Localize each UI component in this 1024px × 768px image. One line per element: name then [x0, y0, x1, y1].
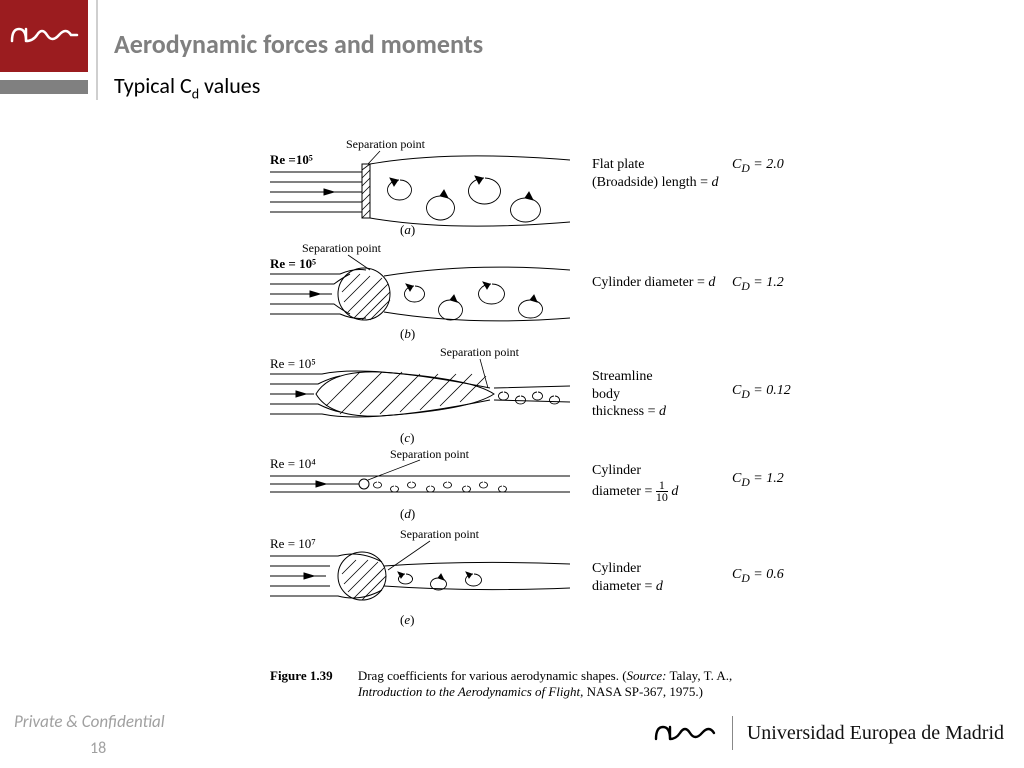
panel-d: Separation point Re = 10⁴ (d) Cylinderdi…	[270, 448, 790, 520]
panel-letter-d: (d)	[400, 506, 415, 522]
svg-text:Re = 10⁵: Re = 10⁵	[270, 256, 316, 271]
svg-text:Re = 10⁴: Re = 10⁴	[270, 456, 316, 471]
svg-text:Re = 10⁷: Re = 10⁷	[270, 536, 316, 551]
subtitle-pre: Typical C	[114, 72, 192, 99]
diagram-e: Separation point Re = 10⁷	[270, 526, 570, 624]
logo-underline	[0, 80, 88, 94]
desc-a: Flat plate(Broadside) length = d CD = 2.…	[592, 156, 792, 191]
panel-c: Separation point Re = 10⁵ (c) Streamline…	[270, 344, 790, 442]
page-number: 18	[90, 739, 106, 758]
panel-a: Separation point Re =10⁵	[270, 136, 790, 234]
panel-letter-e: (e)	[400, 612, 414, 628]
svg-text:Separation point: Separation point	[440, 345, 520, 359]
figure-caption: Figure 1.39 Drag coefficients for variou…	[270, 668, 790, 701]
desc-d: Cylinderdiameter = 110 d CD = 1.2	[592, 462, 792, 503]
figure-caption-text: Drag coefficients for various aerodynami…	[358, 668, 758, 701]
svg-text:Re = 10⁵: Re = 10⁵	[270, 356, 316, 371]
svg-text:Separation point: Separation point	[400, 527, 480, 541]
diagram-d: Separation point Re = 10⁴	[270, 448, 570, 520]
slide-subtitle: Typical Cd values	[114, 72, 260, 102]
university-name: Universidad Europea de Madrid	[747, 722, 1004, 745]
footer-branding: Universidad Europea de Madrid	[652, 716, 1004, 750]
desc-c: Streamlinebodythickness = d CD = 0.12	[592, 368, 792, 421]
slide-title: Aerodynamic forces and moments	[114, 28, 483, 60]
figure-area: Separation point Re =10⁵	[270, 136, 790, 630]
diagram-b: Separation point Re = 10⁵	[270, 240, 570, 338]
subtitle-post: values	[199, 72, 260, 99]
panel-e: Separation point Re = 10⁷ (e) Cylind	[270, 526, 790, 624]
header-divider	[96, 0, 98, 100]
desc-e: Cylinderdiameter = d CD = 0.6	[592, 560, 792, 595]
svg-text:Separation point: Separation point	[302, 241, 382, 255]
footer-logo-icon	[652, 719, 718, 747]
brand-logo	[0, 0, 88, 72]
panel-letter-b: (b)	[400, 326, 415, 342]
svg-text:Separation point: Separation point	[346, 137, 426, 151]
desc-b: Cylinder diameter = d CD = 1.2	[592, 274, 792, 292]
panel-letter-a: (a)	[400, 222, 415, 238]
diagram-a: Separation point Re =10⁵	[270, 136, 570, 234]
svg-text:Separation point: Separation point	[390, 448, 470, 461]
footer-divider	[732, 716, 733, 750]
subtitle-sub: d	[192, 85, 199, 102]
panel-letter-c: (c)	[400, 430, 414, 446]
figure-number: Figure 1.39	[270, 668, 333, 683]
panel-b: Separation point Re = 10⁵ (b)	[270, 240, 790, 338]
diagram-c: Separation point Re = 10⁵	[270, 344, 570, 442]
svg-text:Re =10⁵: Re =10⁵	[270, 152, 313, 167]
logo-block	[0, 0, 88, 94]
confidential-label: Private & Confidential	[14, 711, 165, 732]
